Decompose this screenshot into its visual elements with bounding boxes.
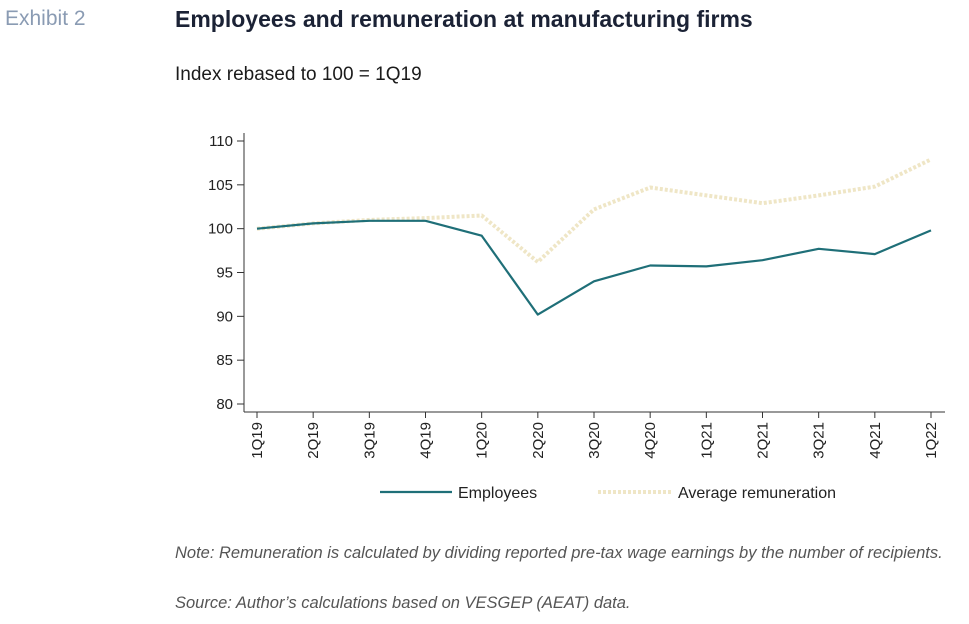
legend-label: Average remuneration	[678, 485, 836, 502]
y-tick-label: 90	[216, 308, 233, 325]
y-tick-label: 100	[208, 221, 233, 238]
line-chart: 80 85 90 95 100 105 110 1Q19 2Q19 3Q19 4Q19 1Q20 2Q2…	[208, 133, 945, 502]
series-line-employees	[256, 219, 932, 316]
y-tick-label: 110	[209, 133, 233, 150]
x-tick-label: 1Q22	[923, 422, 940, 459]
x-tick-label: 3Q19	[361, 422, 378, 459]
y-tick-label: 85	[216, 352, 233, 369]
chart-title: Employees and remuneration at manufactur…	[175, 6, 753, 32]
legend-label: Employees	[458, 485, 537, 502]
x-tick-label: 1Q20	[474, 422, 491, 459]
x-tick-label: 4Q20	[642, 422, 659, 459]
x-tick-label: 3Q20	[586, 422, 603, 459]
y-tick-label: 105	[208, 177, 233, 194]
chart-subtitle: Index rebased to 100 = 1Q19	[175, 64, 422, 85]
x-tick-label: 1Q21	[698, 422, 715, 459]
x-tick-label: 1Q19	[249, 422, 266, 459]
y-tick-label: 80	[216, 396, 233, 413]
chart-note: Note: Remuneration is calculated by divi…	[175, 544, 943, 562]
x-tick-label: 2Q19	[305, 422, 322, 459]
x-tick-label: 3Q21	[811, 422, 828, 459]
x-tick-label: 2Q20	[530, 422, 547, 459]
x-tick-label: 2Q21	[755, 422, 772, 459]
x-tick-label: 4Q21	[867, 422, 884, 459]
chart-source: Source: Author’s calculations based on V…	[175, 594, 631, 612]
x-tick-label: 4Q19	[418, 422, 435, 459]
series-line-average-remuneration	[256, 157, 932, 264]
exhibit-label: Exhibit 2	[5, 7, 86, 30]
y-tick-label: 95	[216, 265, 233, 282]
